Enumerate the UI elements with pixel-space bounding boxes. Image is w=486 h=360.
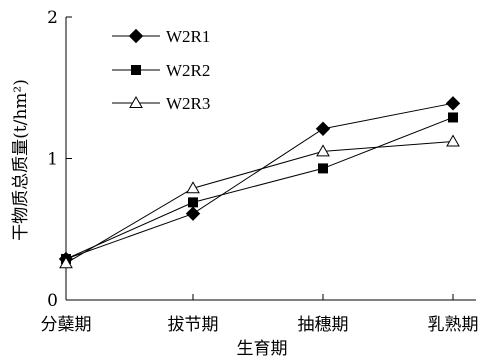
series-line	[65, 102, 454, 260]
data-point	[318, 163, 328, 174]
data-point	[448, 112, 458, 123]
legend-marker	[128, 28, 144, 44]
series-w2r3	[59, 134, 460, 269]
y-tick-label: 1	[47, 150, 58, 170]
y-tick-label: 0	[47, 291, 58, 311]
legend: W2R1 W2R2 W2R3	[112, 27, 210, 113]
x-tick-label: 乳熟期	[428, 314, 479, 335]
x-tick-label: 抽穗期	[298, 315, 349, 335]
y-axis-title: 干物质总质量(t/hm²)	[11, 79, 31, 241]
data-point	[315, 121, 331, 136]
legend-label: W2R2	[166, 61, 210, 80]
series-line	[65, 141, 454, 264]
legend-label: W2R1	[166, 27, 210, 46]
legend-item: W2R1	[112, 27, 210, 46]
legend-label: W2R3	[166, 94, 210, 113]
data-point	[59, 256, 73, 269]
series-layer	[58, 96, 461, 269]
series-w2r2	[61, 112, 458, 264]
legend-item: W2R3	[112, 94, 210, 113]
series-w2r1	[58, 96, 461, 267]
ticks: 0 1 2 分蘖期 拔节期 抽穗期 乳熟期	[41, 8, 479, 335]
data-point	[446, 134, 460, 147]
data-point	[188, 197, 198, 208]
legend-marker	[129, 95, 143, 108]
axes	[65, 17, 476, 301]
x-tick-label: 拔节期	[168, 315, 219, 335]
legend-item: W2R2	[112, 61, 210, 80]
x-axis-title: 生育期	[237, 339, 288, 359]
data-point	[316, 144, 330, 157]
data-point	[185, 206, 201, 221]
x-tick-label: 分蘖期	[41, 315, 92, 335]
y-tick-label: 2	[47, 8, 58, 28]
data-point	[186, 181, 200, 194]
series-line	[65, 116, 454, 260]
data-point	[445, 96, 461, 111]
legend-marker	[131, 65, 141, 75]
